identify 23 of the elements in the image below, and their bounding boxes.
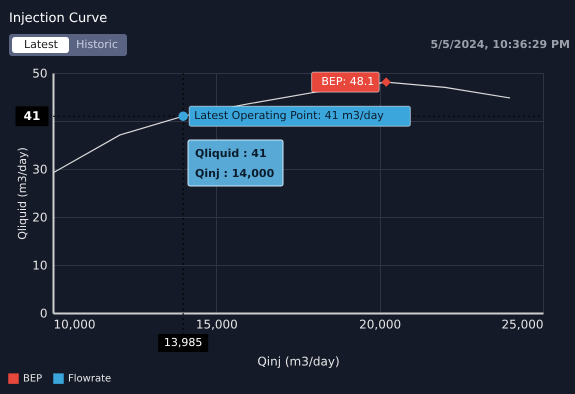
y-tick-label: 20 (32, 210, 48, 224)
x-axis-title: Qinj (m3/day) (257, 354, 340, 368)
ref-line-label: 41 (24, 109, 40, 124)
y-tick-label: 0 (40, 306, 48, 320)
x-tick-label: 20,000 (359, 318, 402, 332)
x-tick-label: 25,000 (502, 318, 544, 332)
x-tick-label: 15,000 (196, 318, 238, 332)
text: Latest (24, 38, 59, 51)
y-tick-label: 10 (32, 258, 48, 272)
annotation: Qliquid : 41 (195, 147, 267, 160)
chart-title: Injection Curve (9, 11, 108, 26)
ref-line-label: 13,985 (164, 336, 202, 349)
y-axis-title: Qliquid (m3/day) (16, 147, 30, 240)
y-tick-label: 50 (32, 66, 48, 80)
data-label: Latest Operating Point: 41 m3/day (194, 109, 384, 122)
legend-label: BEP (23, 374, 42, 385)
text: Historic (76, 38, 118, 51)
x-tick-label: 10,000 (54, 318, 96, 332)
chart-subtitle: 5/5/2024, 10:36:29 PM (430, 38, 570, 51)
legend-label: Flowrate (68, 374, 112, 385)
data-label: BEP: 48.1 (321, 75, 374, 88)
annotation: Qinj : 14,000 (195, 167, 275, 180)
y-tick-label: 30 (32, 162, 48, 176)
